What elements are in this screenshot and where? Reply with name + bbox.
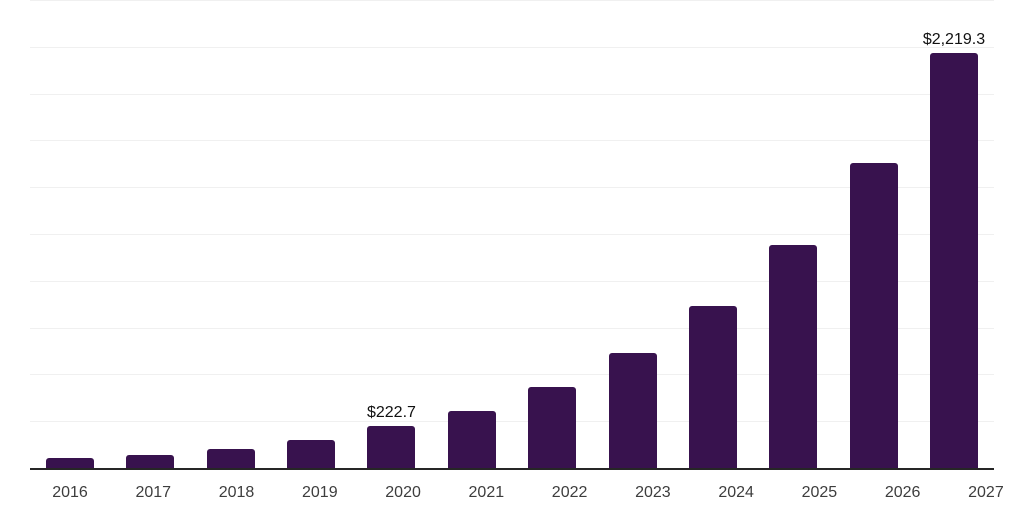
plot-area: $222.7 $2,219.3: [30, 0, 994, 470]
bar-slot: [46, 0, 94, 468]
x-tick-label: 2019: [302, 484, 338, 501]
x-tick-label: 2017: [135, 484, 172, 501]
x-tick-label: 2025: [801, 484, 838, 501]
bar-2027: [929, 52, 978, 468]
bar-value-label: $2,219.3: [922, 30, 986, 48]
gridline: [30, 140, 994, 142]
bar-slot: [126, 0, 175, 468]
bar-2018: [206, 448, 255, 468]
gridline: [30, 93, 994, 95]
gridline: [30, 187, 994, 189]
bar-value-label: $222.7: [366, 404, 416, 422]
gridline: [30, 234, 994, 235]
bar-slot: [688, 0, 737, 468]
gridlines: [30, 0, 994, 468]
bar-2022: [528, 386, 577, 468]
x-tick-label: 2023: [635, 484, 671, 501]
bar-slot: [608, 0, 657, 468]
bar-slot: [447, 0, 496, 468]
bar-2021: [447, 410, 496, 468]
gridline: [30, 374, 994, 376]
gridline: [30, 280, 994, 282]
bar-2019: [287, 439, 336, 468]
x-tick-label: 2021: [468, 484, 505, 501]
bar-2024: [688, 306, 737, 468]
bar-slot: $222.7: [366, 0, 416, 468]
bar-slot: $2,219.3: [923, 0, 985, 468]
bar-2016: [46, 458, 94, 468]
gridline: [30, 327, 994, 329]
bar-slot: [287, 0, 336, 468]
bar-2023: [608, 352, 657, 468]
bar-slot: [849, 0, 898, 468]
gridline: [30, 0, 994, 1]
bar-slot: [528, 0, 577, 468]
x-tick-label: 2024: [718, 484, 754, 501]
gridline: [30, 421, 994, 423]
bar-2020: [367, 426, 416, 468]
x-tick-label: 2016: [52, 484, 88, 501]
bar-2026: [849, 162, 898, 468]
x-axis-labels: 2016 2017 2018 2019 2020 2021 2022 2023 2024 2025…: [30, 483, 1024, 502]
bars-row: $222.7 $2,219.3: [30, 0, 994, 468]
x-tick-label: 2027: [968, 484, 1004, 501]
bar-slot: [769, 0, 818, 468]
x-axis-line: [30, 468, 994, 470]
x-tick-label: 2018: [218, 484, 255, 501]
x-tick-label: 2026: [884, 484, 921, 501]
gridline: [30, 46, 994, 48]
x-tick-label: 2020: [385, 484, 421, 501]
bar-2025: [769, 244, 818, 468]
x-tick-label: 2022: [551, 484, 588, 501]
bar-slot: [206, 0, 255, 468]
bar-2017: [126, 455, 175, 468]
